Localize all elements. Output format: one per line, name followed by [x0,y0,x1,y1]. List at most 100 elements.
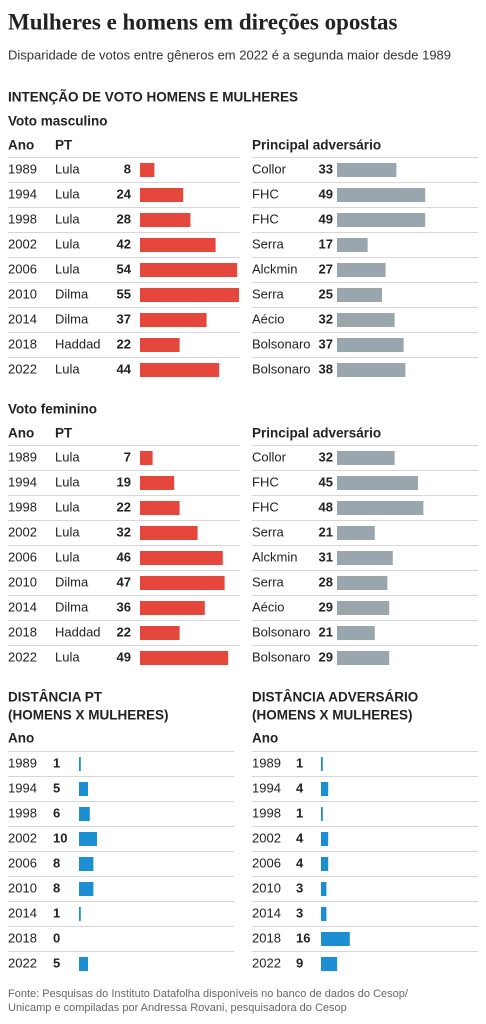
opp-name: Bolsonaro [252,336,311,351]
year: 2010 [8,286,37,301]
diff-value: 8 [53,855,60,870]
year: 2014 [8,599,37,614]
bar [140,451,153,465]
bar [337,451,395,465]
year: 1989 [8,449,37,464]
diff-value: 1 [53,905,60,920]
opp-name: Serra [252,574,285,589]
year: 1994 [8,780,37,795]
pt-value: 22 [117,624,131,639]
bar [140,363,220,377]
diff-value: 3 [296,905,303,920]
year: 1998 [8,211,37,226]
pt-value: 22 [117,336,131,351]
opp-name: Alckmin [252,549,298,564]
bar [140,626,180,640]
opp-value: 38 [319,361,333,376]
bar [140,576,225,590]
bar [79,857,94,871]
year: 2002 [8,524,37,539]
pt-name: Lula [55,236,80,251]
year: 2014 [252,905,281,920]
bar [140,288,239,302]
opp-name: FHC [252,499,279,514]
bar [337,263,386,277]
bar [79,757,81,771]
year: 2010 [8,880,37,895]
diff-value: 1 [53,755,60,770]
pt-value: 7 [124,449,131,464]
diff-value: 3 [296,880,303,895]
pt-value: 22 [117,499,131,514]
bar [337,551,393,565]
year: 2006 [8,855,37,870]
bar [140,213,191,227]
bar [79,882,94,896]
bar [79,957,88,971]
bar [140,551,223,565]
opp-value: 49 [319,186,333,201]
year: 2002 [8,830,37,845]
opp-value: 49 [319,211,333,226]
diff-value: 8 [53,880,60,895]
column-header: Ano [8,731,34,746]
opp-value: 21 [319,624,333,639]
year: 1994 [8,186,37,201]
bar [337,288,382,302]
opp-name: Alckmin [252,261,298,276]
year: 2018 [8,930,37,945]
pt-value: 42 [117,236,131,251]
pt-name: Lula [55,261,80,276]
diff-value: 0 [53,930,60,945]
pt-value: 37 [117,311,131,326]
bar [79,832,97,846]
year: 1989 [8,161,37,176]
pt-name: Lula [55,499,80,514]
panel-title: (HOMENS X MULHERES) [8,708,169,723]
bar [337,163,397,177]
bar [337,213,426,227]
opp-value: 32 [319,311,333,326]
source: Fonte: Pesquisas do Instituto Datafolha … [8,988,409,1000]
pt-value: 46 [117,549,131,564]
diff-value: 5 [53,955,60,970]
bar [140,163,155,177]
opp-value: 29 [319,599,333,614]
opp-name: Bolsonaro [252,649,311,664]
opp-name: Serra [252,286,285,301]
panel-title: (HOMENS X MULHERES) [252,708,413,723]
column-header: Principal adversário [252,138,381,153]
panel-title: DISTÂNCIA ADVERSÁRIO [252,690,418,705]
year: 2010 [8,574,37,589]
bar [321,782,329,796]
opp-name: Bolsonaro [252,624,311,639]
opp-value: 31 [319,549,333,564]
bar [140,188,184,202]
bar [140,238,216,252]
year: 2006 [8,261,37,276]
source: Unicamp e compiladas por Andressa Rovani… [8,1002,347,1014]
opp-name: Bolsonaro [252,361,311,376]
column-header: Ano [252,731,278,746]
bar [337,526,375,540]
pt-value: 28 [117,211,131,226]
year: 2022 [8,955,37,970]
diff-value: 16 [296,930,310,945]
bar [321,907,327,921]
pt-value: 8 [124,161,131,176]
year: 2006 [8,549,37,564]
bar [140,313,207,327]
pt-name: Lula [55,474,80,489]
bar [337,238,368,252]
pt-name: Lula [55,524,80,539]
pt-value: 24 [117,186,132,201]
opp-name: Collor [252,449,287,464]
opp-value: 25 [319,286,333,301]
diff-value: 5 [53,780,60,795]
year: 1998 [8,805,37,820]
bar [337,188,426,202]
pt-value: 19 [117,474,131,489]
opp-name: FHC [252,211,279,226]
pt-value: 36 [117,599,131,614]
